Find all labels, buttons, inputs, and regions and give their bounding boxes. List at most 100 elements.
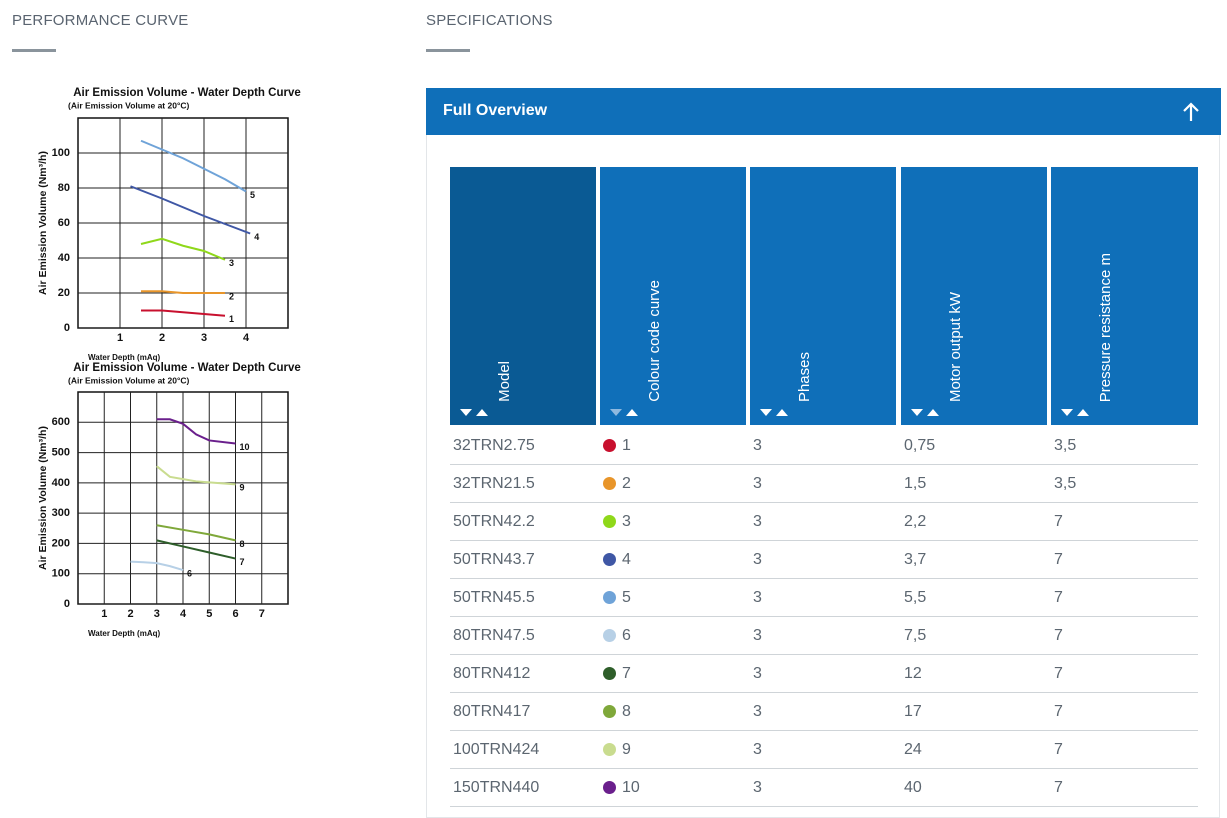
x-tick-label: 5 [206,608,212,620]
y-tick-label: 20 [58,287,70,299]
table-cell: 80TRN417 [453,703,531,720]
colour-dot [603,743,616,756]
table-cell: 7 [1054,513,1063,530]
header-label: Motor output kW [947,291,964,402]
y-tick-label: 80 [58,182,70,194]
table-cell: 5 [622,589,631,606]
colour-dot [603,477,616,490]
table-row: 80TRN417 8 3 17 7 [450,693,1198,731]
sort-icon [460,409,488,416]
table-cell: 3 [753,665,762,682]
y-tick-label: 0 [64,598,70,610]
column-header[interactable]: Pressure resistance m [1051,167,1198,425]
colour-dot [603,591,616,604]
table-cell: 7 [1054,703,1063,720]
table-cell: 3 [753,627,762,644]
section-heading: PERFORMANCE CURVE [12,12,189,29]
column-header[interactable]: Phases [750,167,896,425]
table-cell: 17 [904,703,922,720]
column-header[interactable]: Colour code curve [600,167,746,425]
sort-icon [760,409,788,416]
y-tick-label: 40 [58,252,70,264]
colour-dot [603,553,616,566]
colour-dot [603,439,616,452]
curve-label: 8 [240,539,245,549]
curve-label: 7 [240,557,245,567]
table-cell: 80TRN47.5 [453,627,535,644]
table-cell: 2 [622,475,631,492]
table-row: 80TRN412 7 3 12 7 [450,655,1198,693]
y-tick-label: 400 [52,477,70,489]
chart-subtitle: (Air Emission Volume at 20°C) [68,100,189,110]
table-row: 32TRN2.75 1 3 0,75 3,5 [450,427,1198,465]
table-cell: 50TRN43.7 [453,551,535,568]
performance-charts: Air Emission Volume - Water Depth Curve(… [37,87,301,638]
table-row: 32TRN21.5 2 3 1,5 3,5 [450,465,1198,503]
curve-label: 1 [229,314,234,324]
column-header[interactable]: Model [450,167,596,425]
sort-icon [911,409,939,416]
table-cell: 3 [753,779,762,796]
y-tick-label: 600 [52,416,70,428]
table-cell: 32TRN21.5 [453,475,535,492]
column-header[interactable]: Motor output kW [901,167,1047,425]
table-cell: 50TRN45.5 [453,589,535,606]
table-cell: 150TRN440 [453,779,540,796]
accordion-header[interactable]: Full Overview [426,88,1221,135]
y-tick-label: 100 [52,568,70,580]
table-cell: 80TRN412 [453,665,531,682]
curve-label: 4 [254,232,259,242]
x-tick-label: 3 [154,608,160,620]
x-tick-label: 1 [101,608,107,620]
x-tick-label: 1 [117,332,123,344]
curve [156,418,236,445]
curve-label: 5 [250,190,255,200]
y-tick-label: 100 [52,147,70,159]
table-cell: 3 [753,513,762,530]
panel-title: Full Overview [443,102,548,119]
table-cell: 2,2 [904,513,927,530]
curve [156,465,236,486]
chart-title: Air Emission Volume - Water Depth Curve [73,87,300,99]
curve-label: 3 [229,258,234,268]
table-cell: 0,75 [904,437,936,454]
x-axis-label: Water Depth (mAq) [88,353,160,362]
table-cell: 6 [622,627,631,644]
curve [140,139,247,193]
curve-label: 10 [240,442,250,452]
table-row: 80TRN47.5 6 3 7,5 7 [450,617,1198,655]
curve [156,524,236,542]
table-cell: 7 [1054,589,1063,606]
table-cell: 3,7 [904,551,927,568]
section-heading: SPECIFICATIONS [426,12,553,29]
table-cell: 8 [622,703,631,720]
table-cell: 3 [753,475,762,492]
y-axis-label: Air Emission Volume (Nm³/h) [37,426,49,570]
table-cell: 3 [753,589,762,606]
x-tick-label: 4 [243,332,250,344]
x-tick-label: 4 [180,608,187,620]
heading-underline [426,49,470,52]
colour-dot [603,629,616,642]
table-row: 50TRN42.2 3 3 2,2 7 [450,503,1198,541]
table-cell: 5,5 [904,589,927,606]
table-cell: 3 [753,741,762,758]
table-cell: 7 [622,665,631,682]
header-label: Phases [796,351,813,402]
curve [130,185,251,235]
y-tick-label: 200 [52,537,70,549]
table-cell: 10 [622,779,640,796]
table-cell: 3 [753,437,762,454]
chart-title: Air Emission Volume - Water Depth Curve [73,362,300,374]
table-cell: 24 [904,741,922,758]
x-tick-label: 7 [259,608,265,620]
table-cell: 3 [753,551,762,568]
table-cell: 9 [622,741,631,758]
curve-label: 9 [240,483,245,493]
table-cell: 100TRN424 [453,741,540,758]
heading-underline [12,49,56,52]
table-row: 100TRN424 9 3 24 7 [450,731,1198,769]
curve [141,290,225,294]
header-label: Model [496,361,513,402]
table-cell: 7 [1054,665,1063,682]
